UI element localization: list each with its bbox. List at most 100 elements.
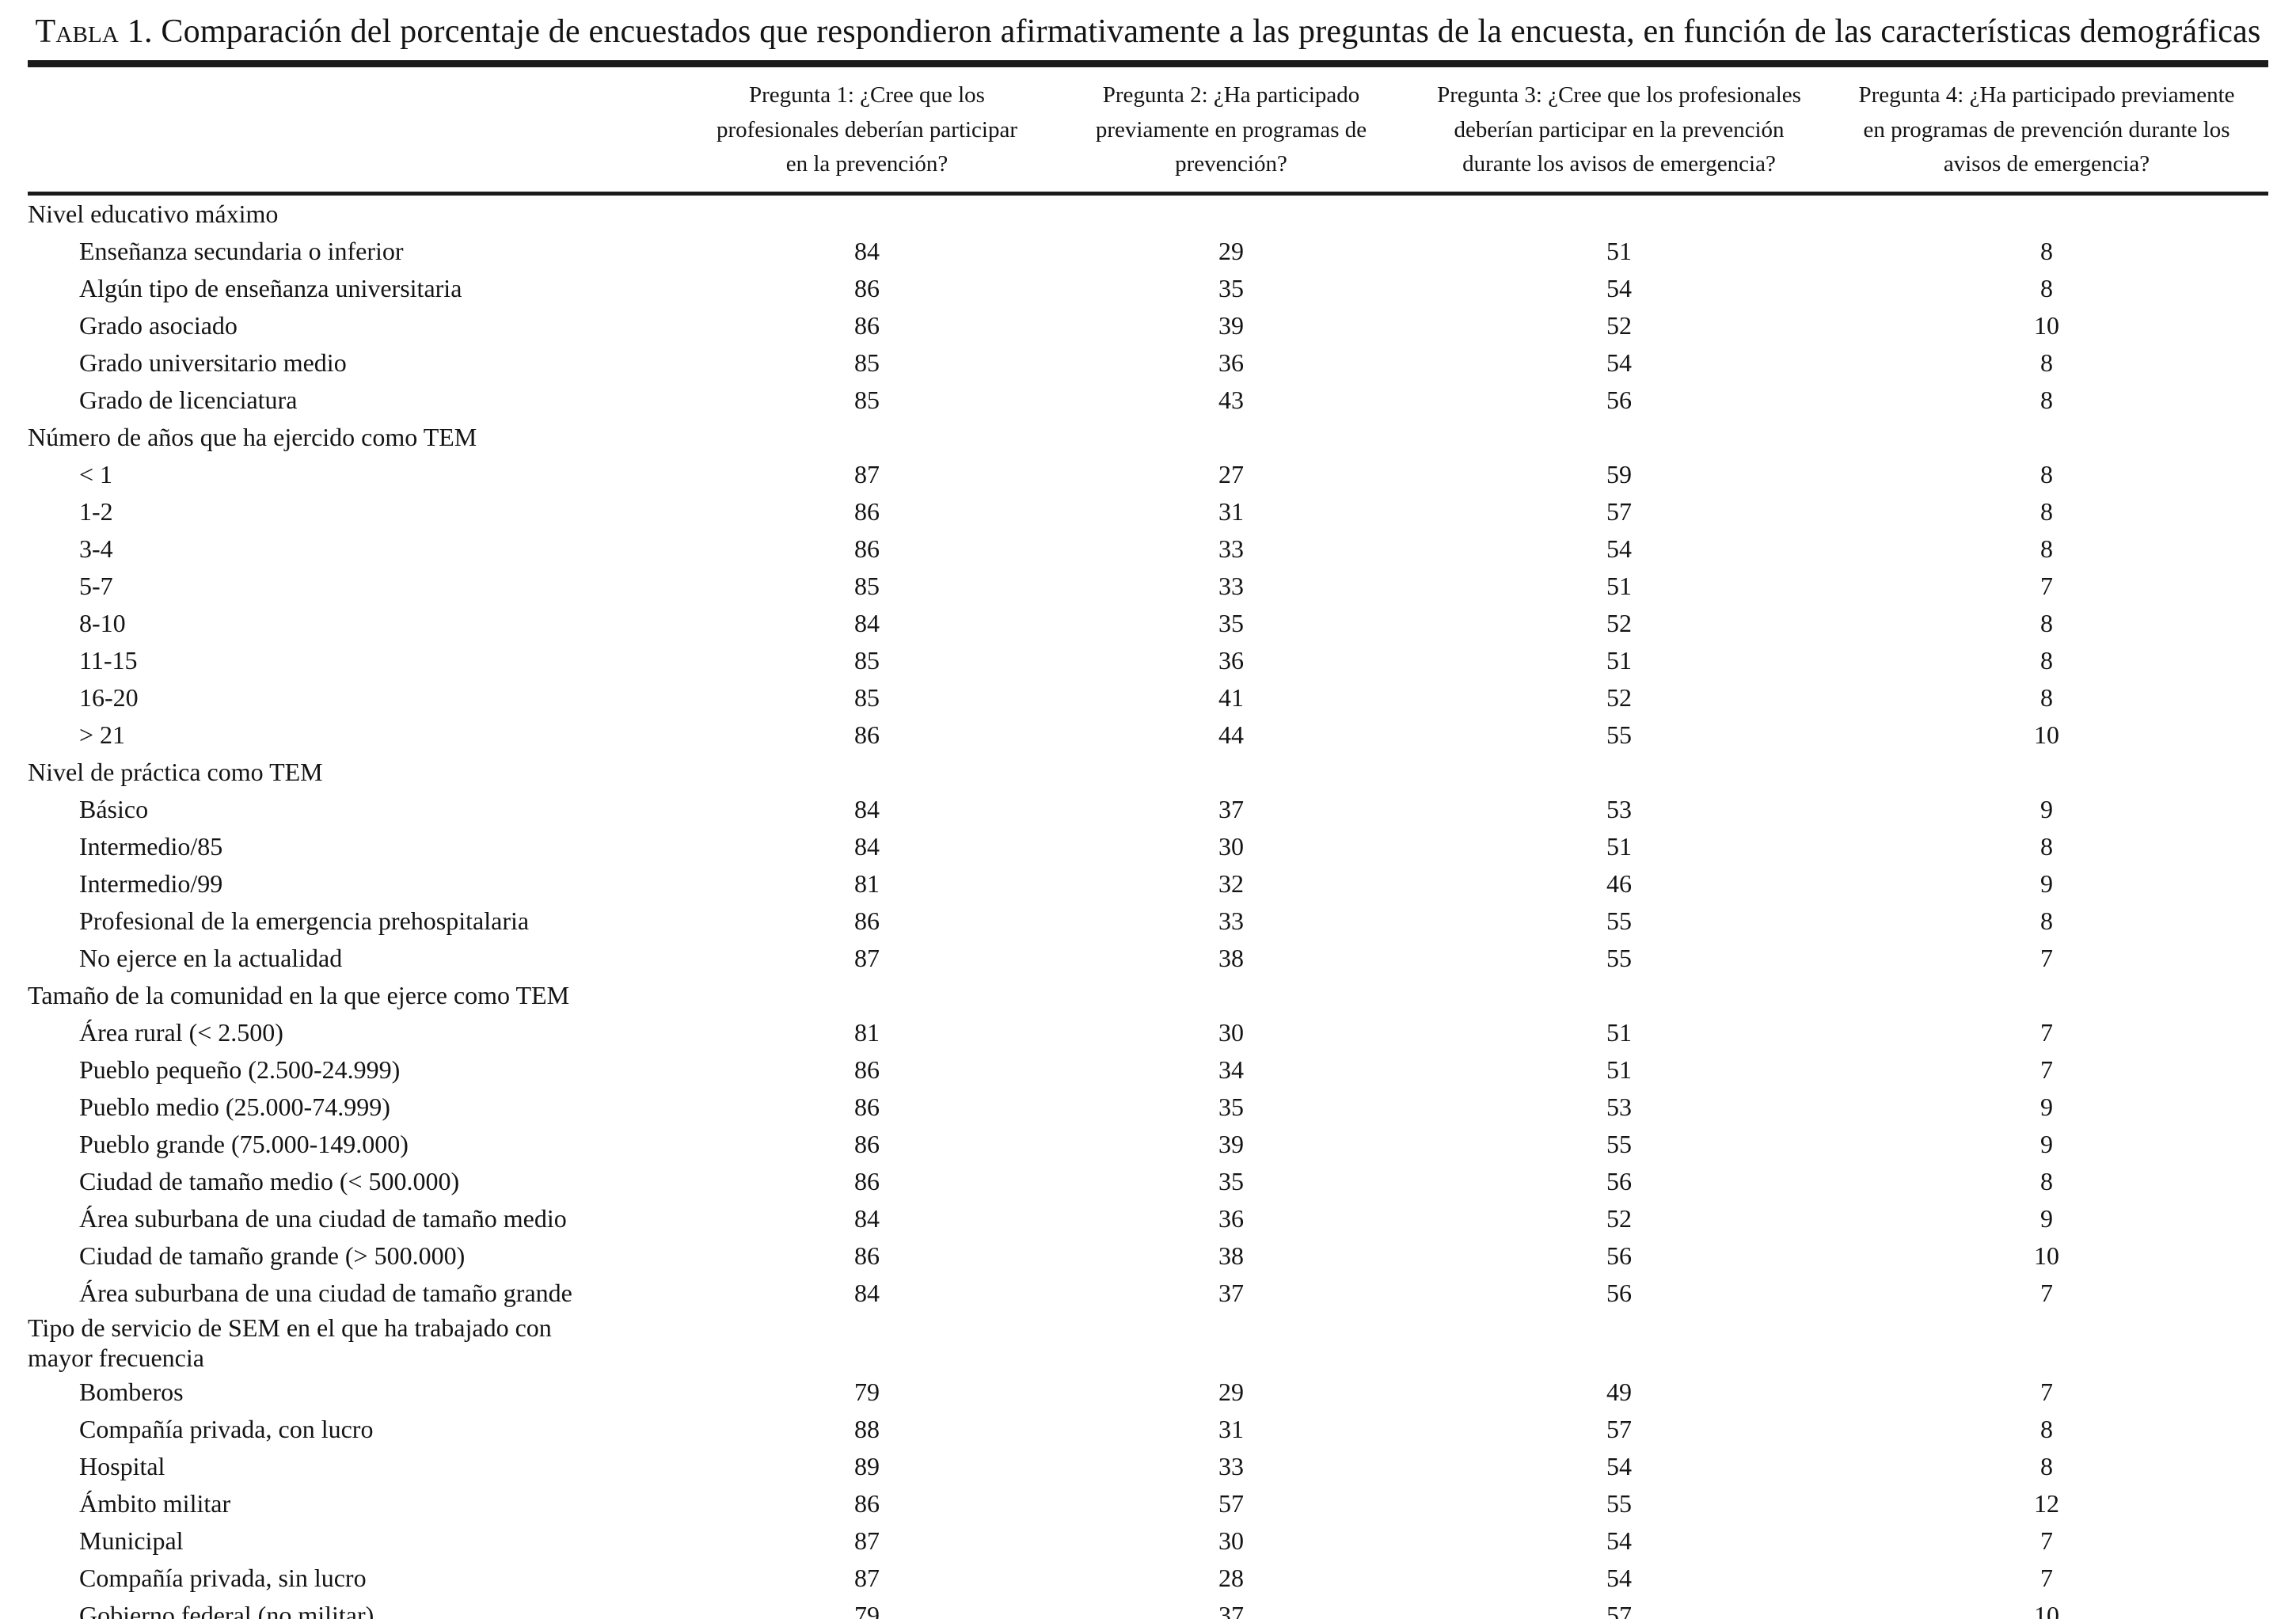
value-pregunta-2: 38 [1218, 943, 1244, 972]
value-pregunta-4: 7 [2040, 1526, 2053, 1556]
data-row: Pueblo pequeño (2.500-24.999) 86 34 51 7 [28, 1051, 2268, 1089]
value-pregunta-3: 56 [1606, 1166, 1632, 1195]
row-label: Grado de licenciatura [79, 385, 298, 414]
value-pregunta-1: 86 [854, 273, 880, 302]
value-pregunta-2: 33 [1218, 1452, 1244, 1481]
value-pregunta-4: 8 [2040, 682, 2053, 712]
value-pregunta-4: 8 [2040, 496, 2053, 526]
value-pregunta-1: 86 [854, 1489, 880, 1518]
data-row: > 21 86 44 55 10 [28, 716, 2268, 754]
data-row: 8-10 84 35 52 8 [28, 605, 2268, 642]
value-pregunta-1: 84 [854, 794, 880, 823]
section-header-text: Número de años que ha ejercido como TEM [28, 422, 477, 451]
data-row: Intermedio/85 84 30 51 8 [28, 828, 2268, 865]
row-label: No ejerce en la actualidad [79, 943, 343, 972]
data-row: Profesional de la emergencia prehospital… [28, 903, 2268, 940]
value-pregunta-1: 84 [854, 1278, 880, 1307]
value-pregunta-2: 36 [1218, 348, 1244, 377]
value-pregunta-2: 33 [1218, 534, 1244, 563]
data-row: Área rural (< 2.500) 81 30 51 7 [28, 1014, 2268, 1051]
value-pregunta-2: 28 [1218, 1564, 1244, 1593]
data-row: < 1 87 27 59 8 [28, 456, 2268, 493]
value-pregunta-1: 87 [854, 943, 880, 972]
value-pregunta-2: 36 [1218, 1203, 1244, 1233]
value-pregunta-1: 86 [854, 906, 880, 935]
value-pregunta-4: 10 [2034, 1601, 2059, 1619]
column-header-pregunta-3: Pregunta 3: ¿Cree que los profesionales … [1413, 63, 1825, 196]
value-pregunta-2: 32 [1218, 868, 1244, 898]
value-pregunta-4: 8 [2040, 906, 2053, 935]
value-pregunta-3: 55 [1606, 943, 1632, 972]
value-pregunta-1: 87 [854, 1564, 880, 1593]
data-row: Ámbito militar 86 57 55 12 [28, 1485, 2268, 1522]
column-header-pregunta-1: Pregunta 1: ¿Cree que los profesionales … [685, 63, 1049, 196]
value-pregunta-4: 10 [2034, 720, 2059, 749]
value-pregunta-1: 85 [854, 645, 880, 675]
row-label: 16-20 [79, 682, 139, 712]
value-pregunta-4: 7 [2040, 1378, 2053, 1407]
data-row: 11-15 85 36 51 8 [28, 642, 2268, 679]
value-pregunta-2: 31 [1218, 496, 1244, 526]
value-pregunta-3: 57 [1606, 496, 1632, 526]
data-row: Área suburbana de una ciudad de tamaño m… [28, 1200, 2268, 1237]
value-pregunta-1: 86 [854, 496, 880, 526]
table-header: Pregunta 1: ¿Cree que los profesionales … [28, 63, 2268, 196]
section-header: Nivel de práctica como TEM [28, 754, 2268, 791]
value-pregunta-3: 54 [1606, 534, 1632, 563]
value-pregunta-3: 54 [1606, 1564, 1632, 1593]
row-label: Intermedio/85 [79, 831, 223, 861]
value-pregunta-3: 55 [1606, 720, 1632, 749]
row-label: Área suburbana de una ciudad de tamaño m… [79, 1203, 567, 1233]
row-label: Ciudad de tamaño medio (< 500.000) [79, 1166, 460, 1195]
data-row: Municipal 87 30 54 7 [28, 1522, 2268, 1560]
row-label: Pueblo medio (25.000-74.999) [79, 1092, 390, 1121]
value-pregunta-1: 79 [854, 1378, 880, 1407]
data-row: Básico 84 37 53 9 [28, 791, 2268, 828]
value-pregunta-4: 10 [2034, 310, 2059, 340]
row-label: Intermedio/99 [79, 868, 223, 898]
column-header-pregunta-2: Pregunta 2: ¿Ha participado previamente … [1049, 63, 1413, 196]
value-pregunta-2: 30 [1218, 831, 1244, 861]
value-pregunta-1: 86 [854, 1055, 880, 1084]
value-pregunta-4: 10 [2034, 1241, 2059, 1270]
data-row: Grado de licenciatura 85 43 56 8 [28, 382, 2268, 419]
section-header: Tamaño de la comunidad en la que ejerce … [28, 977, 2268, 1014]
data-row: 1-2 86 31 57 8 [28, 493, 2268, 530]
section-header: Tipo de servicio de SEM en el que ha tra… [28, 1312, 2268, 1374]
data-row: Pueblo grande (75.000-149.000) 86 39 55 9 [28, 1126, 2268, 1163]
value-pregunta-4: 8 [2040, 273, 2053, 302]
value-pregunta-2: 44 [1218, 720, 1244, 749]
value-pregunta-2: 35 [1218, 1166, 1244, 1195]
row-label: Gobierno federal (no militar) [79, 1601, 374, 1619]
value-pregunta-4: 9 [2040, 1129, 2053, 1158]
row-label: 5-7 [79, 571, 113, 600]
value-pregunta-2: 57 [1218, 1489, 1244, 1518]
value-pregunta-3: 51 [1606, 1017, 1632, 1047]
value-pregunta-1: 85 [854, 348, 880, 377]
data-row: Ciudad de tamaño grande (> 500.000) 86 38 5… [28, 1237, 2268, 1275]
row-label-column-header [28, 63, 685, 196]
value-pregunta-4: 9 [2040, 1203, 2053, 1233]
value-pregunta-3: 59 [1606, 459, 1632, 488]
value-pregunta-2: 29 [1218, 1378, 1244, 1407]
row-label: < 1 [79, 459, 113, 488]
row-label: Compañía privada, sin lucro [79, 1564, 367, 1593]
value-pregunta-1: 88 [854, 1415, 880, 1444]
row-label: Profesional de la emergencia prehospital… [79, 906, 530, 935]
data-row: No ejerce en la actualidad 87 38 55 7 [28, 940, 2268, 977]
table-caption-text: Comparación del porcentaje de encuestado… [152, 13, 2261, 50]
row-label: Algún tipo de enseñanza universitaria [79, 273, 462, 302]
value-pregunta-4: 8 [2040, 1452, 2053, 1481]
row-label: Grado asociado [79, 310, 238, 340]
value-pregunta-3: 46 [1606, 868, 1632, 898]
data-row: 3-4 86 33 54 8 [28, 530, 2268, 568]
value-pregunta-1: 84 [854, 236, 880, 265]
data-row: Ciudad de tamaño medio (< 500.000) 86 35 56… [28, 1163, 2268, 1200]
section-header-text: Nivel educativo máximo [28, 199, 279, 228]
value-pregunta-4: 12 [2034, 1489, 2059, 1518]
value-pregunta-2: 37 [1218, 1601, 1244, 1619]
data-row: Grado asociado 86 39 52 10 [28, 307, 2268, 344]
section-header-text: Nivel de práctica como TEM [28, 757, 323, 786]
row-label: 8-10 [79, 608, 126, 637]
